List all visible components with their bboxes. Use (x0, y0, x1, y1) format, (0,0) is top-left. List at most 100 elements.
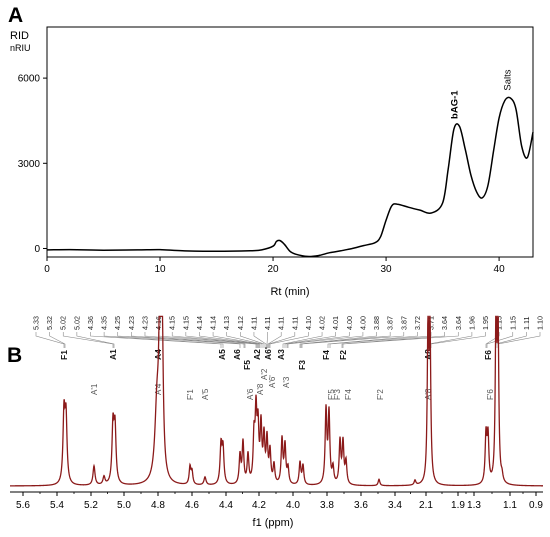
nmr-assignment-bold: F1 (59, 350, 69, 360)
nmr-shift-label: 4.14 (195, 316, 204, 330)
nmr-assignment-bold: F5 (242, 360, 252, 370)
nmr-assignment-bold: F4 (321, 350, 331, 360)
nmr-assignment-light: A'6 (246, 388, 255, 400)
chromatogram-peak-labels: bAG-1 Salts (449, 69, 513, 119)
nmr-x-tick-label: 3.4 (388, 500, 402, 511)
nmr-shift-connector (284, 332, 336, 348)
chromatogram-y-tick-label: 6000 (18, 74, 41, 85)
nmr-shift-connector (90, 332, 222, 348)
nmr-shift-connector (286, 332, 350, 348)
nmr-x-tick-label: 3.8 (320, 500, 334, 511)
nmr-x-axis-label: f1 (ppm) (253, 517, 294, 529)
nmr-shift-label: 4.11 (290, 317, 299, 330)
nmr-shift-label: 3.87 (386, 316, 395, 330)
nmr-shift-label: 4.35 (100, 316, 109, 330)
nmr-assignment-bold: A2 (252, 349, 262, 360)
chromatogram-axes: 0 10 20 30 40 0 3000 6000 (18, 74, 505, 275)
nmr-shift-connector (62, 332, 114, 348)
nmr-assignment-bold: A6 (232, 349, 242, 360)
nmr-shift-label: 1.10 (536, 316, 545, 330)
nmr-shift-label: 1.95 (481, 316, 490, 330)
nmr-x-tick-label: 3.6 (354, 500, 368, 511)
nmr-shift-connector (117, 332, 241, 348)
nmr-shift-label: 4.23 (140, 316, 149, 330)
nmr-shift-connector (253, 332, 267, 348)
nmr-assignment-light: F'5 (327, 389, 336, 400)
nmr-shift-label: 3.87 (399, 316, 408, 330)
nmr-x-tick-label: 4.8 (151, 500, 165, 511)
nmr-shift-connector (327, 332, 418, 348)
nmr-shift-connector (268, 332, 296, 348)
nmr-shift-label: 4.13 (222, 316, 231, 330)
nmr-x-tick-label: 1.3 (467, 500, 481, 511)
nmr-assignment-light: A'2 (260, 368, 269, 380)
nmr-shift-label: 4.23 (127, 316, 136, 330)
nmr-shift-connector (144, 332, 246, 348)
nmr-shift-connector (301, 332, 405, 348)
chromatogram-y-tick-label: 3000 (18, 159, 41, 170)
nmr-shift-connector (171, 332, 258, 348)
nmr-shift-label: 1.11 (522, 317, 531, 330)
nmr-assignment-bold: A3 (276, 349, 286, 360)
nmr-assignment-bold: F2 (338, 350, 348, 360)
panel-a-letter: A (8, 4, 23, 27)
nmr-shift-connector (486, 332, 514, 348)
nmr-shift-connector (240, 332, 265, 348)
nmr-assignment-light: F'2 (376, 389, 385, 400)
nmr-shift-label: 5.02 (59, 316, 68, 330)
nmr-shift-label: 4.15 (181, 316, 190, 330)
nmr-shift-label: 3.71 (427, 316, 436, 330)
nmr-shift-connector (342, 332, 459, 348)
chromatogram-y-tick-label: 0 (34, 244, 40, 255)
nmr-assignment-light: A'8 (256, 383, 265, 395)
nmr-shift-connector (300, 332, 391, 348)
nmr-shift-connector (185, 332, 259, 348)
nmr-shift-connector (131, 332, 245, 348)
nmr-shift-label: 1.15 (495, 316, 504, 330)
nmr-shift-label: 4.15 (168, 316, 177, 330)
chromatogram-x-tick-label: 20 (267, 264, 279, 275)
nmr-assignment-bold: A1 (108, 349, 118, 360)
nmr-shift-connector (199, 332, 260, 348)
nmr-assignment-light: A'3 (282, 376, 291, 388)
nmr-shift-label: 4.25 (113, 316, 122, 330)
nmr-assignment-light: F'3 (333, 389, 342, 400)
nmr-shift-label: 4.36 (86, 316, 95, 330)
chromatogram-trace (46, 96, 534, 258)
nmr-x-tick-label: 1.9 (451, 500, 465, 511)
nmr-shift-connector (266, 332, 268, 348)
nmr-x-tick-label: 4.6 (185, 500, 199, 511)
nmr-assignment-bold: A6' (263, 347, 273, 360)
nmr-assignment-bold: F3 (297, 360, 307, 370)
nmr-shift-label: 3.72 (413, 316, 422, 330)
nmr-shift-label: 4.11 (277, 317, 286, 330)
nmr-x-tick-label: 1.1 (503, 500, 517, 511)
y-unit-rid: RID (10, 30, 29, 42)
nmr-x-tick-label: 5.0 (117, 500, 131, 511)
nmr-assignment-light: A'5 (201, 388, 210, 400)
nmr-x-tick-label: 5.4 (50, 500, 64, 511)
nmr-shift-connector (282, 332, 323, 348)
nmr-x-tick-label: 2.1 (419, 500, 433, 511)
nmr-assignment-bold: F6 (483, 350, 493, 360)
nmr-shift-connector (35, 332, 65, 348)
nmr-shift-label: 1.15 (508, 316, 517, 330)
nmr-shift-label: 5.02 (72, 316, 81, 330)
nmr-shift-connector (103, 332, 224, 348)
nmr-shift-connector (329, 332, 432, 348)
nmr-shift-label: 5.32 (45, 316, 54, 330)
nmr-shift-connector (226, 332, 263, 348)
nmr-x-tick-label: 4.2 (252, 500, 266, 511)
nmr-shift-connector (299, 332, 377, 348)
nmr-x-tick-label: 5.6 (16, 500, 30, 511)
chromatogram-plot-frame (46, 26, 534, 258)
nmr-shift-labels: 5.33 5.32 5.02 5.02 4.36 4.35 4.25 4.23 4.23 4.16… (32, 316, 545, 348)
y-unit-nriu: nRIU (10, 43, 31, 53)
chromatogram-peak-label: bAG-1 (449, 90, 460, 119)
nmr-x-tick-label: 0.9 (529, 500, 543, 511)
chromatogram-x-tick-label: 40 (494, 264, 506, 275)
chromatogram-x-axis-label: Rt (min) (270, 286, 309, 298)
chromatogram-peak-label: Salts (502, 69, 513, 90)
nmr-shift-label: 4.10 (304, 316, 313, 330)
